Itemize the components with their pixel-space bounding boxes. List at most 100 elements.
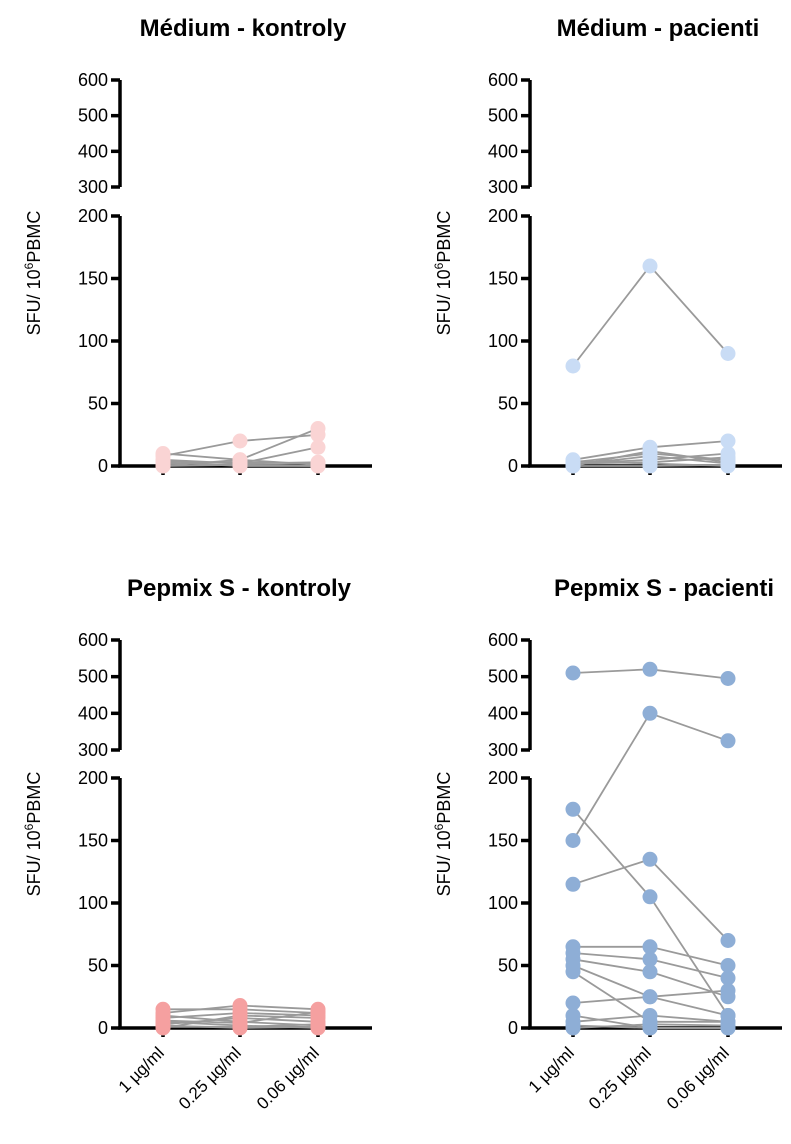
y-axis-label-main: SFU/ 10 <box>434 830 454 896</box>
chart-title: Médium - pacienti <box>557 15 760 42</box>
data-point <box>642 889 658 905</box>
y-tick-label: 400 <box>488 141 518 161</box>
y-tick-label: 100 <box>78 331 108 351</box>
y-tick-label: 150 <box>488 831 518 851</box>
y-axis-label-main: SFU/ 10 <box>434 269 454 335</box>
data-point <box>720 733 736 749</box>
data-point <box>642 851 658 867</box>
data-point <box>642 1016 658 1032</box>
y-tick-label: 300 <box>78 177 108 197</box>
x-tick-label: 1 µg/ml <box>115 1043 168 1096</box>
data-point <box>565 833 581 848</box>
y-tick-label: 0 <box>508 1018 518 1038</box>
x-tick-label: 0.25 µg/ml <box>585 1043 655 1113</box>
data-point <box>310 439 326 455</box>
data-point <box>565 665 581 681</box>
data-point <box>232 433 248 449</box>
data-point <box>720 970 736 986</box>
y-axis-label-unit: PBMC <box>24 772 44 824</box>
y-tick-label: 0 <box>508 456 518 476</box>
data-point <box>565 456 581 471</box>
y-tick-label: 150 <box>78 269 108 289</box>
y-tick-label: 400 <box>78 141 108 161</box>
data-point <box>310 1004 326 1020</box>
data-point <box>565 964 581 980</box>
y-axis-label-unit: PBMC <box>434 211 454 263</box>
y-tick-label: 300 <box>78 740 108 760</box>
y-axis-label: SFU/ 106PBMC <box>22 772 44 897</box>
y-tick-label: 50 <box>88 956 108 976</box>
data-points <box>155 421 326 474</box>
data-point <box>565 801 581 817</box>
data-points <box>155 998 326 1036</box>
data-point <box>720 433 736 449</box>
y-tick-label: 500 <box>488 106 518 126</box>
y-tick-label: 50 <box>498 956 518 976</box>
y-tick-label: 600 <box>78 630 108 650</box>
y-tick-label: 0 <box>98 1018 108 1038</box>
subject-line <box>572 808 729 1016</box>
data-point <box>232 1019 248 1035</box>
data-point <box>155 453 171 469</box>
y-tick-label: 100 <box>78 893 108 913</box>
y-axis-label-unit: PBMC <box>434 772 454 824</box>
data-point <box>642 989 658 1005</box>
data-point <box>720 1018 736 1033</box>
y-axis-label-sup: 6 <box>432 262 446 269</box>
y-tick-label: 400 <box>78 703 108 723</box>
x-tick-label: 0.25 µg/ml <box>175 1043 245 1113</box>
data-point <box>642 951 658 967</box>
panel-medium-pacienti: Médium - pacienti SFU/ 106PBMC 300 400 500 60… <box>432 15 782 476</box>
y-axis-label-unit: PBMC <box>24 211 44 263</box>
data-point <box>565 1020 581 1036</box>
x-tick-label: 1 µg/ml <box>525 1043 578 1096</box>
subject-lines <box>572 264 729 467</box>
y-tick-label: 200 <box>488 768 518 788</box>
data-points <box>565 661 736 1036</box>
y-axis-label-main: SFU/ 10 <box>24 830 44 896</box>
y-axis-label: SFU/ 106PBMC <box>432 772 454 897</box>
x-tick-label: 0.06 µg/ml <box>663 1043 733 1113</box>
data-point <box>155 1019 171 1035</box>
y-tick-label: 500 <box>488 667 518 687</box>
data-point <box>720 346 736 361</box>
data-point <box>642 661 658 677</box>
data-point <box>642 705 658 721</box>
y-tick-label: 150 <box>488 269 518 289</box>
y-tick-label: 300 <box>488 740 518 760</box>
y-tick-label: 100 <box>488 331 518 351</box>
y-tick-label: 300 <box>488 177 518 197</box>
chart-title: Pepmix S - kontroly <box>127 575 352 602</box>
y-tick-label: 200 <box>78 768 108 788</box>
data-point <box>310 427 326 443</box>
y-tick-label: 500 <box>78 667 108 687</box>
data-point <box>565 995 581 1011</box>
subject-line <box>572 264 729 367</box>
data-point <box>720 983 736 998</box>
y-axis-label-sup: 6 <box>22 262 36 269</box>
data-point <box>565 358 581 374</box>
y-tick-label: 600 <box>488 630 518 650</box>
y-axis-label-main: SFU/ 10 <box>24 269 44 335</box>
y-tick-label: 600 <box>78 70 108 90</box>
data-point <box>642 454 658 470</box>
y-tick-label: 500 <box>78 106 108 126</box>
data-point <box>565 876 581 892</box>
y-tick-label: 600 <box>488 70 518 90</box>
chart-title: Pepmix S - pacienti <box>554 575 774 602</box>
data-point <box>720 671 736 686</box>
data-point <box>232 456 248 471</box>
data-point <box>720 933 736 948</box>
data-point <box>310 1016 326 1032</box>
data-point <box>310 454 326 470</box>
data-point <box>720 449 736 465</box>
data-point <box>720 958 736 973</box>
y-axis-label-sup: 6 <box>432 823 446 830</box>
data-point <box>642 939 658 955</box>
y-tick-label: 50 <box>88 394 108 414</box>
y-tick-label: 400 <box>488 703 518 723</box>
data-points <box>565 258 736 474</box>
